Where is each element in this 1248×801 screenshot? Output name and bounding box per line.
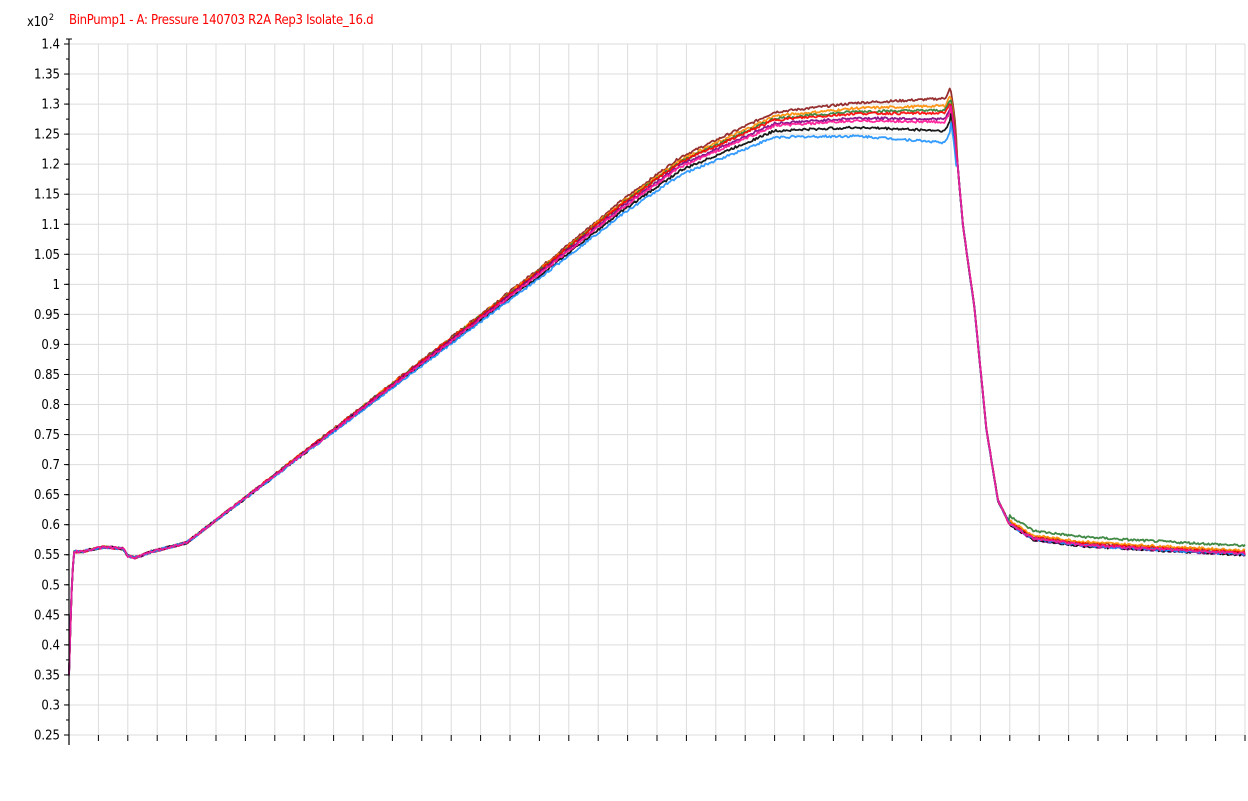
- chart-title: BinPump1 - A: Pressure 140703 R2A Rep3 I…: [69, 13, 374, 28]
- y-tick-label: 0.5: [41, 578, 60, 593]
- y-tick-label: 1.35: [34, 68, 60, 83]
- grid-lines: [68, 43, 1246, 736]
- y-scale-exponent: 2: [48, 13, 54, 23]
- y-tick-label: 0.9: [41, 338, 60, 353]
- y-tick-label: 0.6: [41, 518, 60, 533]
- y-tick-label: 0.95: [34, 308, 60, 323]
- y-tick-label: 0.85: [34, 368, 60, 383]
- y-tick-label: 1: [53, 278, 60, 293]
- y-tick-label: 0.65: [34, 488, 60, 503]
- y-tick-label: 1.2: [41, 158, 60, 173]
- y-scale-factor-label: x102: [27, 13, 54, 30]
- y-scale-prefix: x10: [27, 15, 48, 30]
- y-tick-label: 0.75: [34, 428, 60, 443]
- series-line: [68, 122, 1246, 676]
- y-tick-label: 1.25: [34, 128, 60, 143]
- y-tick-label: 0.25: [34, 729, 60, 744]
- y-tick-label: 0.4: [41, 638, 60, 653]
- y-tick-label: 1.4: [41, 38, 60, 53]
- series-line: [68, 105, 1246, 676]
- y-tick-label: 0.7: [41, 458, 60, 473]
- y-tick-label: 0.35: [34, 668, 60, 683]
- y-tick-label: 0.3: [41, 698, 60, 713]
- y-tick-label: 0.45: [34, 608, 60, 623]
- y-tick-label: 0.8: [41, 398, 60, 413]
- y-tick-label: 1.05: [34, 248, 60, 263]
- axes: [64, 38, 1246, 745]
- y-tick-label: 1.1: [41, 218, 60, 233]
- y-tick-label: 0.55: [34, 548, 60, 563]
- y-tick-labels: 1.4 1.35 1.3 1.25 1.2 1.15 1.1 1.05 1 0.95 0.9 0.85…: [34, 38, 60, 744]
- y-tick-label: 1.3: [41, 98, 60, 113]
- y-tick-label: 1.15: [34, 188, 60, 203]
- series-lines: [68, 87, 1246, 676]
